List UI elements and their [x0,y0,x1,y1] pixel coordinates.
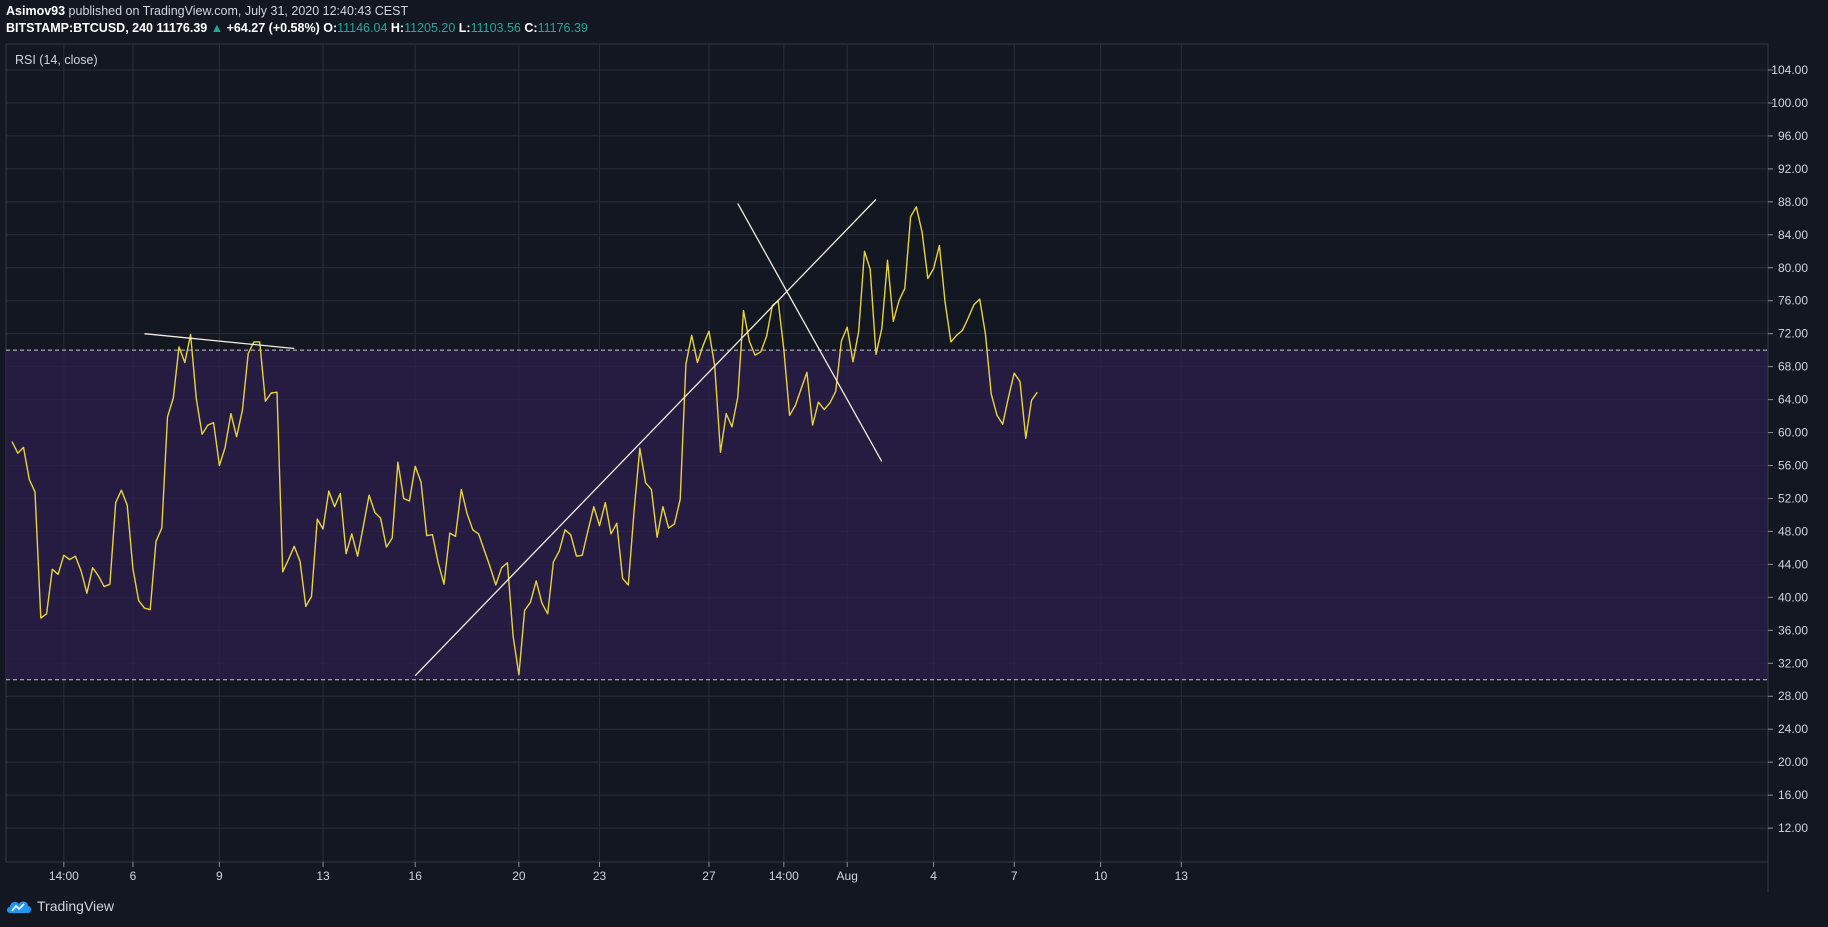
x-tick-label: 20 [512,869,526,883]
y-tick-label: 52.00 [1778,491,1808,505]
tradingview-cloud-icon [7,901,31,913]
y-tick-label: 76.00 [1778,294,1808,308]
rsi-line[interactable] [11,206,1038,676]
rsi-series [11,206,1038,676]
x-tick-label: 27 [702,869,716,883]
y-tick-label: 92.00 [1778,162,1808,176]
x-tick-label: 23 [593,869,607,883]
close-label: C: [524,21,538,35]
y-tick-label: 20.00 [1778,755,1808,769]
low-label: L: [458,21,471,35]
indicator-title[interactable]: RSI (14, close) [15,53,98,67]
publication-info: Asimov93 published on TradingView.com, J… [6,4,408,18]
author-name[interactable]: Asimov93 [6,4,66,18]
price-change: +64.27 (+0.58%) [226,21,320,35]
low-value: 11103.56 [470,21,521,35]
x-axis-ticks: 14:00 6 9 13 16 20 23 27 14:00 Aug 4 7 10 13 [49,862,1188,883]
y-tick-label: 12.00 [1778,821,1808,835]
y-tick-label: 24.00 [1778,722,1808,736]
rsi-band-background [6,350,1768,680]
y-tick-label: 60.00 [1778,426,1808,440]
y-tick-label: 104.00 [1771,63,1808,77]
symbol-label[interactable]: BITSTAMP:BTCUSD, 240 [6,21,154,35]
y-tick-label: 36.00 [1778,623,1808,637]
y-axis-ticks: 12.00 16.00 20.00 24.00 28.00 32.00 36.00 40.00… [1768,63,1808,835]
y-tick-label: 16.00 [1778,788,1808,802]
x-tick-label: 6 [130,869,137,883]
rsi-chart[interactable]: 12.00 16.00 20.00 24.00 28.00 32.00 36.00 40.00… [0,0,1828,892]
x-tick-label: 14:00 [769,869,799,883]
y-tick-label: 28.00 [1778,689,1808,703]
x-tick-label: 7 [1011,869,1018,883]
y-tick-label: 40.00 [1778,590,1808,604]
chart-header: Asimov93 published on TradingView.com, J… [0,0,1828,42]
open-label: O: [323,21,338,35]
open-value: 11146.04 [337,21,388,35]
x-tick-label: 4 [930,869,937,883]
last-price: 11176.39 [156,21,208,35]
published-text: published on TradingView.com, July 31, 2… [68,4,409,18]
y-tick-label: 48.00 [1778,524,1808,538]
y-tick-label: 100.00 [1771,96,1808,110]
y-tick-label: 88.00 [1778,195,1808,209]
footer: TradingView [0,892,1828,927]
high-value: 11205.20 [404,21,456,35]
trendline[interactable] [144,333,295,350]
x-tick-label: 10 [1094,869,1108,883]
y-tick-label: 96.00 [1778,129,1808,143]
up-arrow-icon: ▲ [210,21,224,35]
tradingview-brand: TradingView [37,898,115,914]
trendline[interactable] [414,198,877,677]
x-tick-label: 16 [409,869,423,883]
y-tick-label: 32.00 [1778,656,1808,670]
high-label: H: [390,21,405,35]
y-tick-label: 44.00 [1778,557,1808,571]
x-tick-label: 13 [1175,869,1189,883]
y-tick-label: 56.00 [1778,459,1808,473]
y-tick-label: 84.00 [1778,228,1808,242]
symbol-info: BITSTAMP:BTCUSD, 240 11176.39 ▲ +64.27 (… [6,21,588,35]
y-tick-label: 80.00 [1778,261,1808,275]
trendlines [144,198,883,677]
x-tick-label: 13 [316,869,330,883]
y-tick-label: 64.00 [1778,393,1808,407]
close-value: 11176.39 [537,21,588,35]
trendline[interactable] [737,203,883,462]
y-tick-label: 68.00 [1778,360,1808,374]
x-tick-label: 9 [216,869,223,883]
x-tick-label: Aug [837,869,858,883]
y-tick-label: 72.00 [1778,327,1808,341]
x-tick-label: 14:00 [49,869,79,883]
tradingview-logo[interactable]: TradingView [6,898,114,914]
